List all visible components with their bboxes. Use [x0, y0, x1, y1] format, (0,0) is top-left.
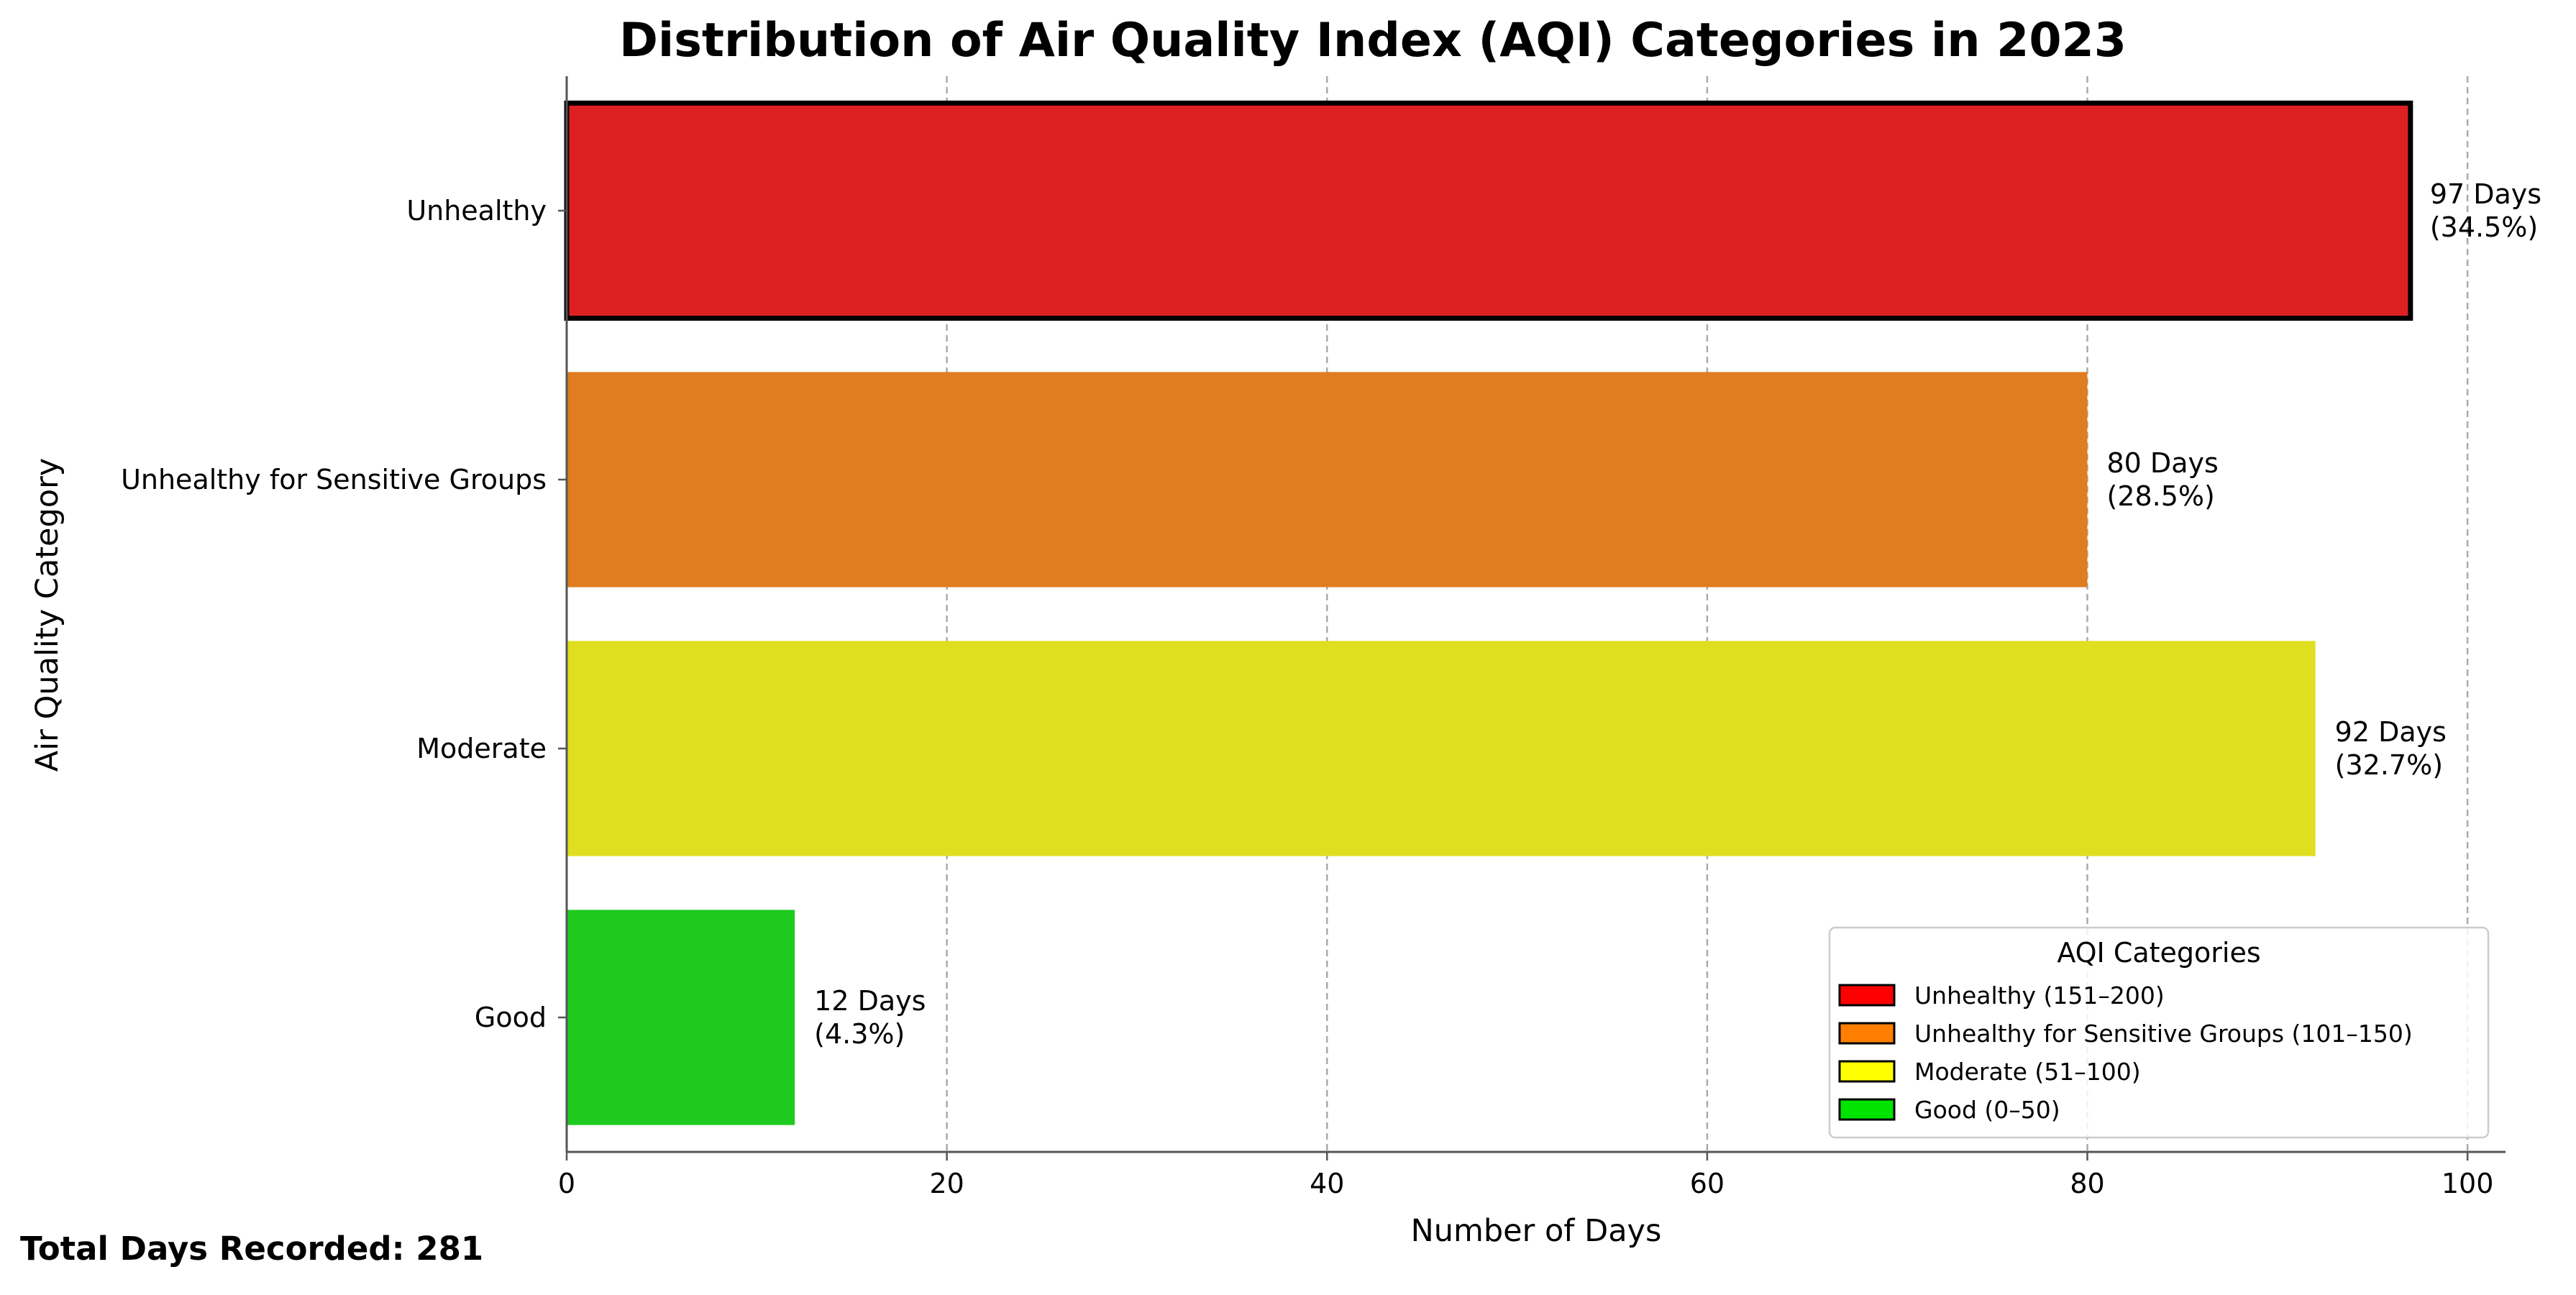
x-axis-label: Number of Days [1411, 1213, 1662, 1249]
data-label-line: (4.3%) [814, 1018, 905, 1050]
data-label-line: 97 Days [2430, 178, 2541, 210]
bar-good [567, 910, 795, 1125]
data-label-line: (28.5%) [2107, 480, 2215, 512]
data-label-unhealthy-for-sensitive-groups: 80 Days (28.5%) [2107, 447, 2219, 512]
x-tick-label-0: 0 [558, 1168, 575, 1199]
data-label-moderate: 92 Days (32.7%) [2335, 716, 2447, 781]
y-tick-label-good: Good [475, 1002, 547, 1033]
bar-unhealthy-for-sensitive-groups [567, 372, 2088, 587]
legend-entry-2: Moderate (51–100) [1914, 1058, 2141, 1086]
legend-entry-0: Unhealthy (151–200) [1914, 981, 2165, 1010]
legend-box [1828, 926, 2490, 1139]
data-labels: 97 Days (34.5%) 80 Days (28.5%) 92 Days (32.7… [814, 178, 2541, 1050]
tick-labels: 0 20 40 60 80 100 Unhealthy Unhealthy for Sensi… [121, 195, 2493, 1199]
data-label-unhealthy: 97 Days (34.5%) [2430, 178, 2541, 243]
total-days-note: Total Days Recorded: 281 [20, 1230, 484, 1268]
y-tick-label-unhealthy: Unhealthy [406, 195, 547, 226]
legend-swatch-2 [1838, 1060, 1896, 1083]
legend-title: AQI Categories [2057, 937, 2260, 969]
legend: AQI Categories Unhealthy (151–200) Unhealt… [1828, 926, 2490, 1139]
data-label-line: (34.5%) [2430, 211, 2538, 243]
data-label-good: 12 Days (4.3%) [814, 985, 926, 1050]
x-tick-label-100: 100 [2442, 1168, 2494, 1199]
legend-swatch-3 [1838, 1098, 1896, 1121]
x-tick-label-80: 80 [2070, 1168, 2104, 1199]
y-tick-label-moderate: Moderate [416, 733, 547, 764]
legend-entry-3: Good (0–50) [1914, 1096, 2060, 1124]
bar-moderate [567, 641, 2316, 856]
y-axis-label: Air Quality Category [29, 458, 65, 772]
data-label-line: 80 Days [2107, 447, 2219, 479]
legend-swatch-0 [1838, 984, 1896, 1007]
chart-title: Distribution of Air Quality Index (AQI) … [619, 14, 2127, 68]
bars [564, 100, 2413, 1125]
legend-swatch-1 [1838, 1022, 1896, 1045]
legend-entry-1: Unhealthy for Sensitive Groups (101–150) [1914, 1020, 2413, 1048]
data-label-line: 12 Days [814, 985, 926, 1017]
data-label-line: (32.7%) [2335, 749, 2443, 781]
axes [558, 76, 2506, 1161]
y-tick-label-unhealthy-for-sensitive-groups: Unhealthy for Sensitive Groups [121, 464, 547, 495]
data-label-line: 92 Days [2335, 716, 2447, 748]
x-tick-label-20: 20 [929, 1168, 964, 1199]
x-tick-label-60: 60 [1690, 1168, 1725, 1199]
x-tick-label-40: 40 [1310, 1168, 1344, 1199]
bar-unhealthy [564, 100, 2413, 321]
